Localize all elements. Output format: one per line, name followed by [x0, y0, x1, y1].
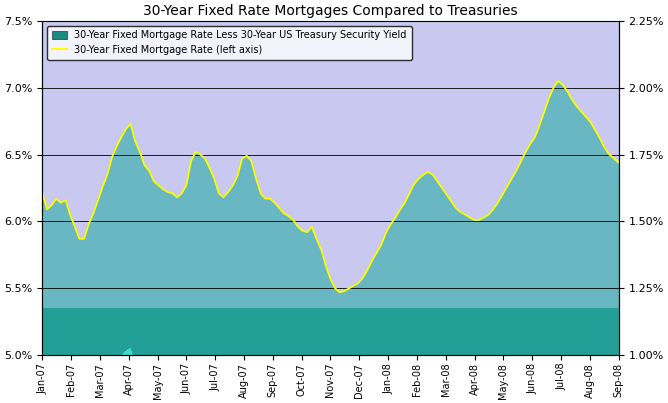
- Title: 30-Year Fixed Rate Mortgages Compared to Treasuries: 30-Year Fixed Rate Mortgages Compared to…: [143, 4, 518, 18]
- Legend: 30-Year Fixed Mortgage Rate Less 30-Year US Treasury Security Yield, 30-Year Fix: 30-Year Fixed Mortgage Rate Less 30-Year…: [47, 25, 411, 60]
